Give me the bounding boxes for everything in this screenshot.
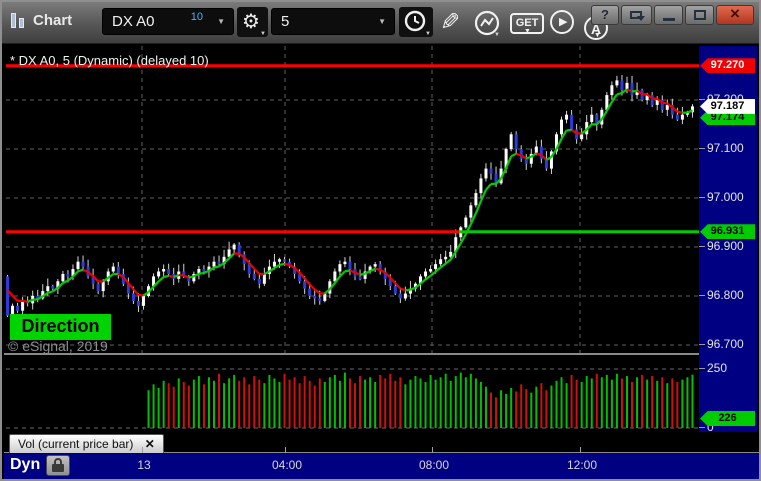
maximize-icon — [694, 10, 706, 20]
tab-vol-label: Vol (current price bar) — [18, 437, 134, 451]
play-button[interactable] — [550, 10, 574, 34]
tab-vol-study[interactable]: Vol (current price bar) ✕ — [9, 434, 164, 453]
interval-combo[interactable]: 5 — [271, 8, 395, 35]
symbol-combo[interactable]: DX A0 10 — [102, 8, 234, 35]
price-badge: 97.187 — [700, 98, 755, 114]
price-chart-pane[interactable] — [6, 46, 699, 354]
draw-tool-button[interactable] — [440, 10, 468, 38]
title-bar: Chart DX A0 10 5 — [2, 2, 759, 47]
chart-app-icon — [10, 13, 28, 28]
time-axis-label: 08:00 — [418, 458, 450, 472]
chart-legend: * DX A0, 5 (Dynamic) (delayed 10) — [10, 53, 209, 68]
clock-icon — [404, 10, 426, 32]
minimize-icon — [663, 18, 675, 21]
lock-icon — [52, 458, 64, 472]
time-axis-bar: Dyn 13 04:00 08:00 12:00 — [4, 453, 759, 479]
zigzag-icon — [474, 10, 500, 36]
pane-separator[interactable] — [4, 353, 757, 355]
time-axis-label: 13 — [137, 458, 151, 472]
window-title: Chart — [33, 12, 73, 29]
esignal-watermark: © eSignal, 2019 — [8, 338, 108, 354]
time-template-button[interactable] — [399, 7, 433, 37]
time-axis-tick — [580, 447, 581, 453]
maximize-button[interactable] — [685, 5, 714, 25]
line-study-button[interactable] — [474, 10, 502, 38]
popout-button[interactable] — [621, 5, 652, 25]
time-axis-tick — [285, 447, 286, 453]
price-badge: 97.174 — [700, 110, 755, 126]
time-axis-tick — [432, 447, 433, 453]
minimize-button[interactable] — [654, 5, 683, 25]
direction-overlay: Direction — [10, 314, 111, 340]
time-axis-label: 12:00 — [566, 458, 598, 472]
symbol-value: DX A0 — [112, 13, 155, 30]
scale-lock-button[interactable] — [46, 455, 70, 476]
interval-value: 5 — [281, 13, 290, 30]
help-button[interactable]: ? — [591, 5, 619, 25]
tab-strip: Vol (current price bar) ✕ — [4, 432, 759, 453]
price-badge: 97.270 — [700, 58, 755, 74]
time-axis-label: 04:00 — [271, 458, 303, 472]
volume-chart-pane[interactable] — [6, 355, 699, 432]
symbol-superscript: 10 — [190, 11, 203, 23]
dynamic-mode-label: Dyn — [10, 456, 41, 473]
tab-close-icon[interactable]: ✕ — [144, 437, 155, 451]
close-button[interactable] — [716, 5, 754, 25]
volume-badge: 226 — [700, 411, 755, 426]
time-axis-tick — [142, 447, 143, 453]
price-badge: 96.931 — [700, 224, 755, 240]
settings-button[interactable] — [237, 7, 268, 37]
price-axis[interactable]: 226 97.20097.10097.00096.90096.80096.700… — [699, 46, 757, 453]
get-label: GET — [515, 17, 539, 29]
get-data-button[interactable]: GET — [510, 13, 544, 40]
popout-icon — [630, 11, 642, 19]
